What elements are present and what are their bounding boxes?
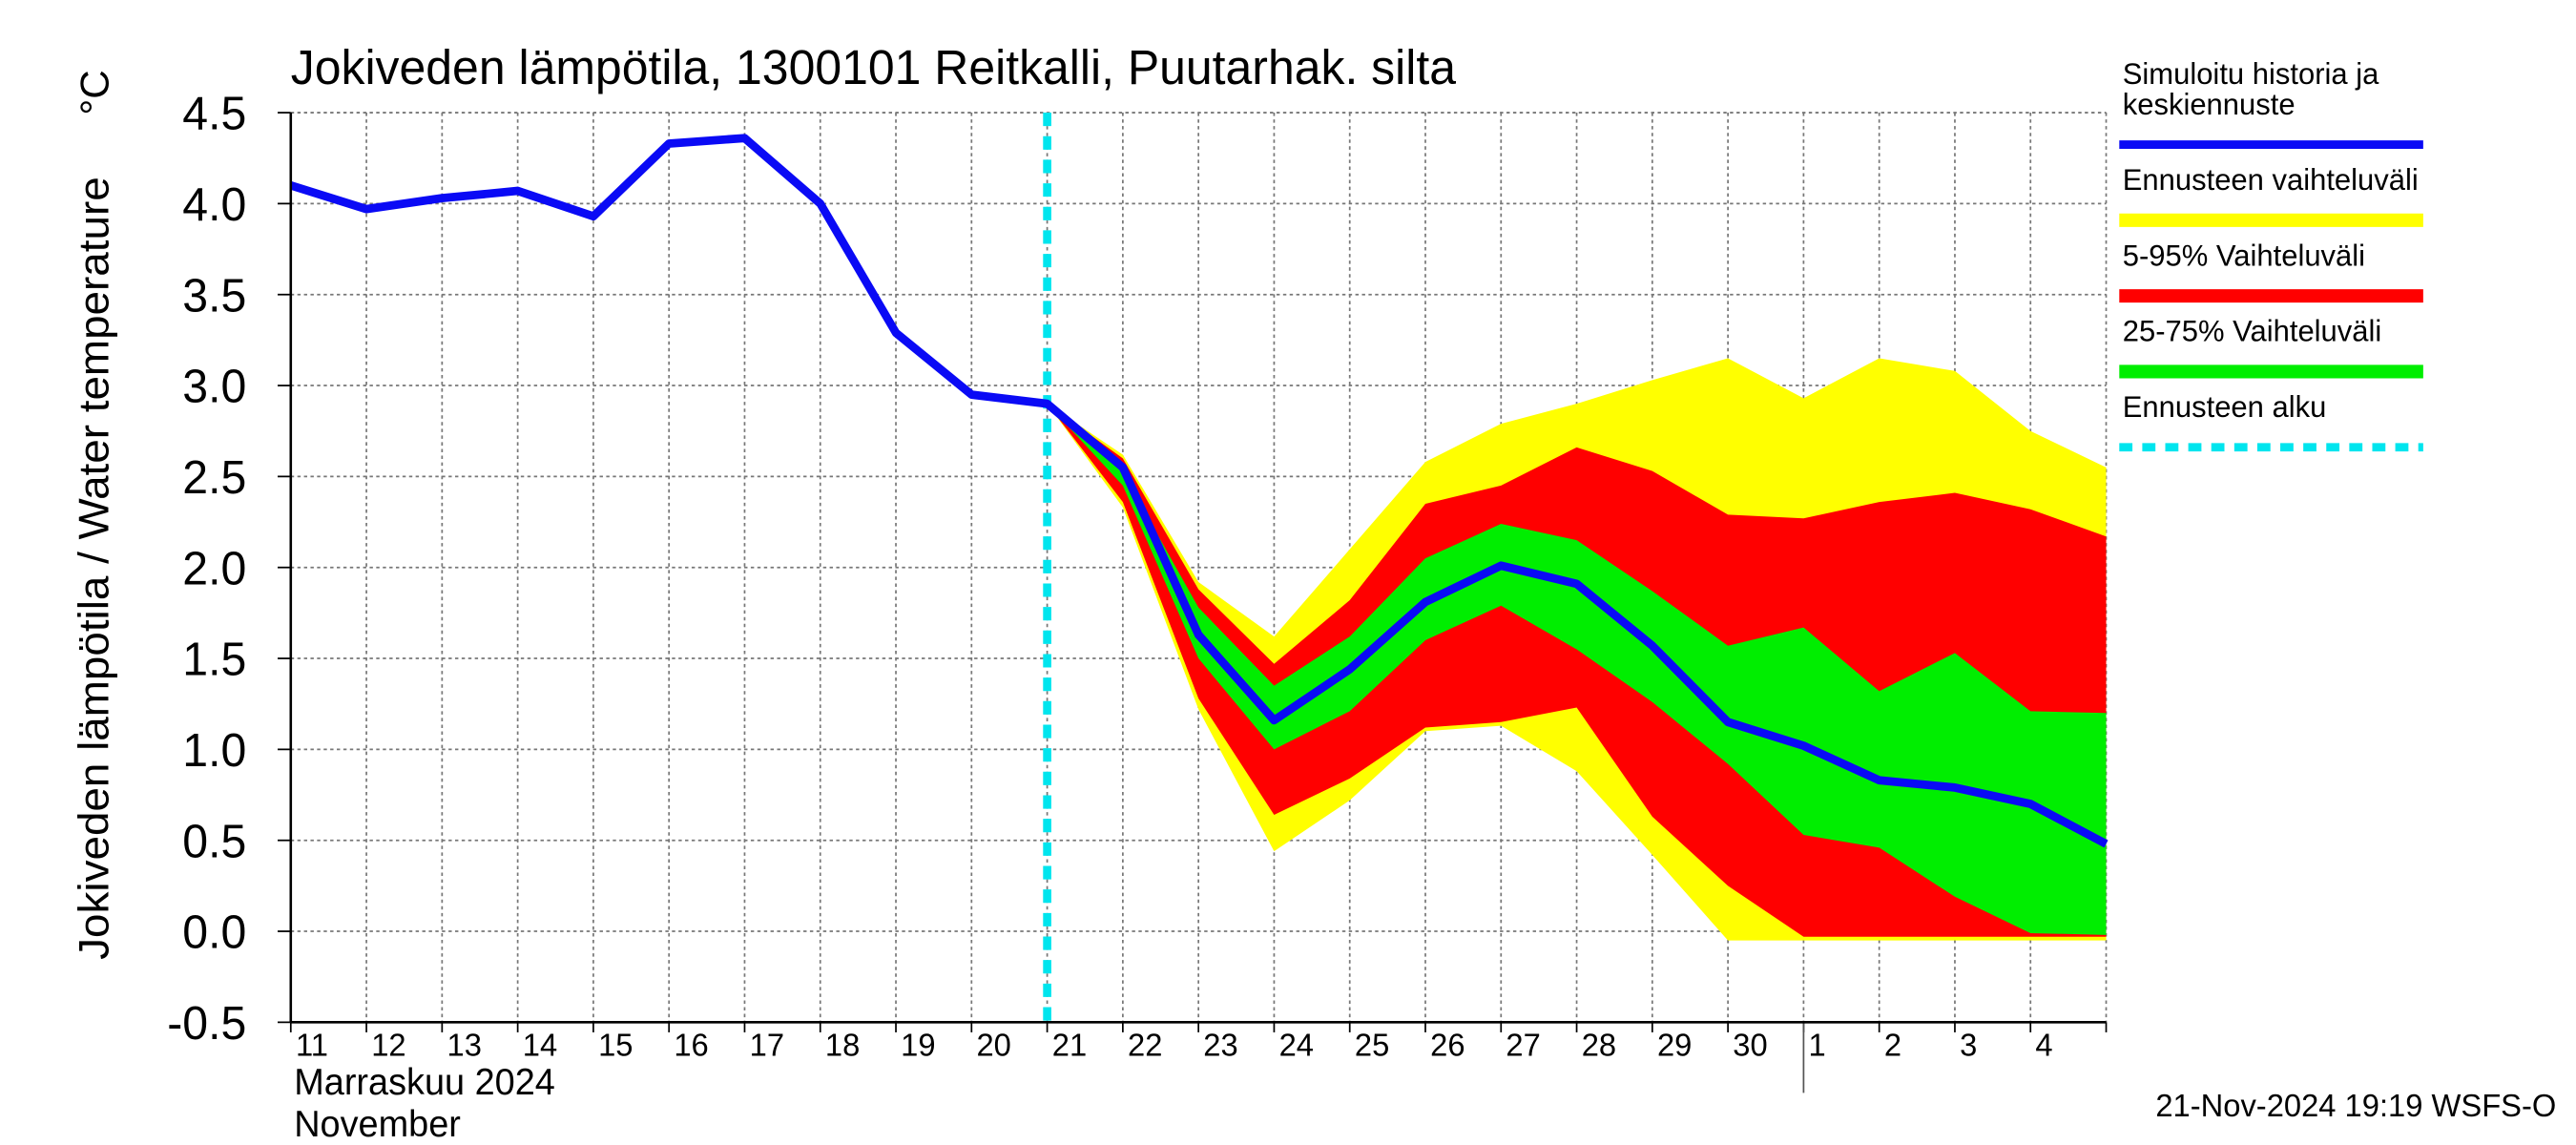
legend-label: Ennusteen alku — [2123, 390, 2327, 424]
y-tick-label: 0.5 — [182, 816, 246, 868]
chart-title: Jokiveden lämpötila, 1300101 Reitkalli, … — [291, 40, 1457, 95]
y-tick-label: 1.5 — [182, 634, 246, 686]
x-tick-label: 19 — [901, 1028, 935, 1063]
legend-label: 5-95% Vaihteluväli — [2123, 239, 2365, 272]
x-tick-label: 28 — [1582, 1028, 1616, 1063]
x-tick-label: 4 — [2035, 1028, 2052, 1063]
y-axis-unit: °C — [73, 70, 116, 114]
month-label: November — [294, 1104, 461, 1145]
legend-label: Simuloitu historia ja keskiennuste — [2123, 57, 2379, 121]
x-tick-label: 17 — [750, 1028, 784, 1063]
month-label: Marraskuu 2024 — [294, 1062, 555, 1103]
x-tick-label: 12 — [371, 1028, 405, 1063]
x-tick-label: 13 — [447, 1028, 482, 1063]
x-tick-label: 21 — [1052, 1028, 1087, 1063]
x-tick-label: 25 — [1355, 1028, 1389, 1063]
band — [1047, 404, 2107, 935]
x-tick-label: 23 — [1203, 1028, 1237, 1063]
y-tick-label: -0.5 — [167, 997, 246, 1050]
y-axis-label: Jokiveden lämpötila / Water temperature — [70, 177, 117, 960]
x-tick-label: 26 — [1430, 1028, 1465, 1063]
legend-label: 25-75% Vaihteluväli — [2123, 314, 2382, 347]
x-tick-label: 1 — [1809, 1028, 1826, 1063]
x-tick-label: 3 — [1960, 1028, 1977, 1063]
y-tick-label: 3.5 — [182, 270, 246, 323]
x-tick-label: 22 — [1128, 1028, 1162, 1063]
x-tick-label: 27 — [1506, 1028, 1540, 1063]
y-tick-label: 0.0 — [182, 906, 246, 959]
footer: 21-Nov-2024 19:19 WSFS-O — [2155, 1089, 2556, 1124]
x-tick-label: 15 — [598, 1028, 633, 1063]
x-tick-label: 11 — [296, 1028, 328, 1063]
y-tick-label: 1.0 — [182, 725, 246, 778]
y-tick-label: 2.5 — [182, 452, 246, 505]
x-tick-label: 18 — [825, 1028, 860, 1063]
y-tick-label: 3.0 — [182, 361, 246, 413]
x-tick-label: 2 — [1884, 1028, 1901, 1063]
x-tick-label: 24 — [1279, 1028, 1314, 1063]
line — [289, 134, 2109, 848]
y-tick-label: 4.0 — [182, 179, 246, 232]
x-tick-label: 30 — [1733, 1028, 1767, 1063]
x-tick-label: 29 — [1657, 1028, 1692, 1063]
y-tick-label: 4.5 — [182, 88, 246, 140]
x-tick-label: 20 — [976, 1028, 1010, 1063]
legend-label: Ennusteen vaihteluväli — [2123, 163, 2419, 197]
y-tick-label: 2.0 — [182, 543, 246, 595]
x-tick-label: 16 — [674, 1028, 708, 1063]
x-tick-label: 14 — [523, 1028, 557, 1063]
